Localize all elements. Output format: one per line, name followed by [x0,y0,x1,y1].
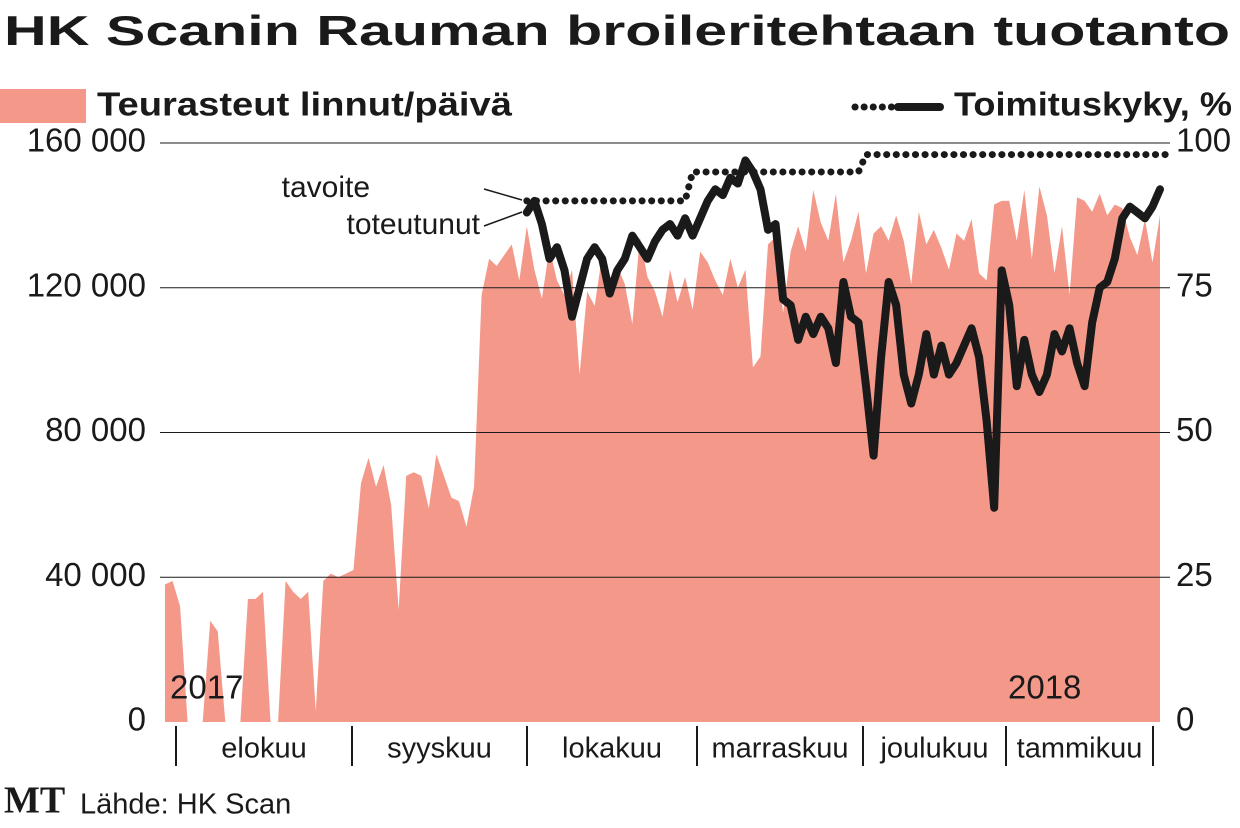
y-tick-label: 40 000 [45,556,146,593]
annotation-leader [483,188,523,201]
month-label: tammikuu [1017,733,1143,765]
logo: MT [4,780,65,822]
legend-label: Teurasteut linnut/päivä [97,86,513,123]
month-label: syyskuu [387,733,492,765]
month-label: elokuu [221,733,306,765]
legend-swatch-area [0,89,86,123]
y2-tick-label: 50 [1176,411,1213,448]
annotation: toteutunut [347,208,481,241]
y-tick-label: 120 000 [27,266,146,303]
plot-area: 0 40 000 80 000 120 000 160 000 0 25 50 75 100 [27,122,1231,738]
source: Lähde: HK Scan [80,789,291,821]
month-label: joulukuu [879,733,988,765]
year-label: 2018 [1008,669,1081,706]
annotation: tavoite [282,171,370,204]
y-tick-label: 0 [128,701,146,738]
legend-label: Toimituskyky, % [954,86,1232,123]
y-tick-label: 160 000 [27,122,146,159]
area [165,186,1160,723]
y2-tick-label: 25 [1176,556,1213,593]
target-line [523,151,1172,205]
year-label: 2017 [170,669,243,706]
chart-title: HK Scanin Rauman broileritehtaan tuotant… [4,7,1230,54]
annotation-leader [483,211,523,227]
y2-tick-label: 100 [1176,122,1231,159]
y-tick-label: 80 000 [45,411,146,448]
month-label: marraskuu [712,733,849,765]
y2-tick-label: 0 [1176,701,1194,738]
y2-tick-label: 75 [1176,266,1213,303]
month-label: lokakuu [562,733,662,765]
line [522,156,1164,512]
